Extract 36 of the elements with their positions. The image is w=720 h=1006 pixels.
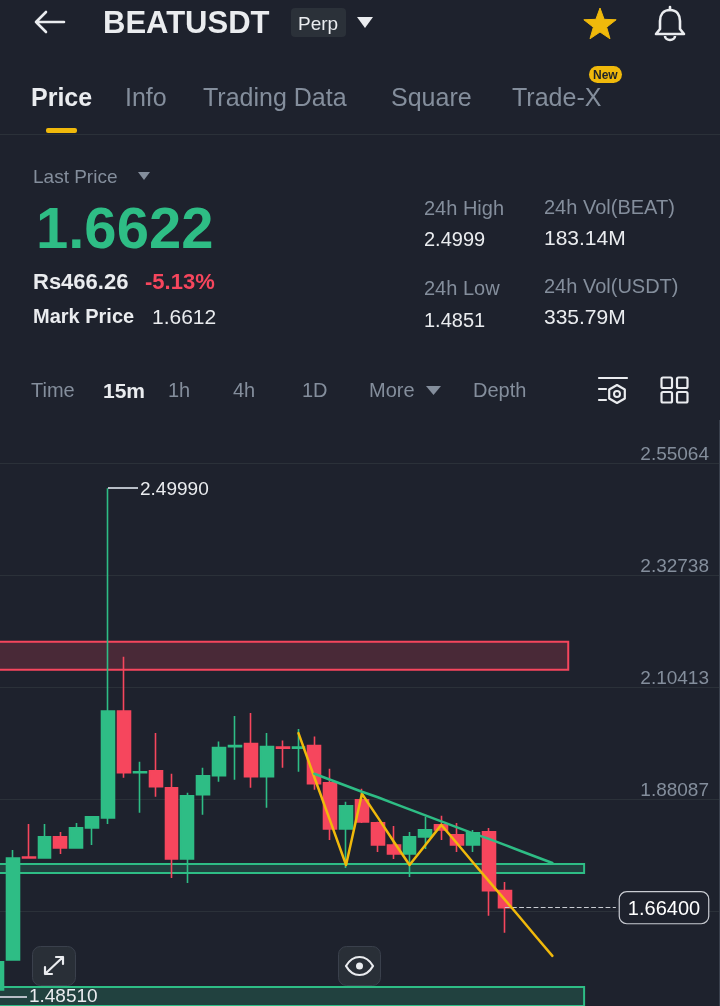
text: Info [125, 82, 167, 111]
ref-line-label: 1.66400 [627, 896, 701, 919]
y-tick-label: 2.32738 [640, 554, 709, 576]
text: New [593, 67, 618, 82]
text: 1h [168, 379, 191, 401]
y-tick-label: 2.10413 [640, 666, 709, 688]
text: Trade-X [512, 82, 602, 111]
text: Price [31, 82, 93, 111]
text: Square [391, 82, 472, 111]
text: Mark Price [33, 305, 135, 327]
text: 1.4851 [424, 309, 486, 331]
text: More [369, 379, 415, 401]
text: 24h Vol(USDT) [544, 275, 679, 297]
text: 24h Vol(BEAT) [544, 196, 675, 218]
text: 24h Low [424, 277, 500, 299]
text: Depth [473, 379, 527, 401]
text: Time [31, 379, 75, 401]
text: Trading Data [203, 82, 347, 111]
annotation: 2.49990 [140, 477, 209, 499]
text: 1.6612 [152, 304, 217, 328]
text: 1D [302, 379, 328, 401]
text: 183.14M [544, 225, 626, 249]
chart-title: BEATUSDT [103, 4, 270, 40]
text: Last Price [33, 165, 118, 187]
text: 2.4999 [424, 228, 486, 250]
y-tick-label: 2.55064 [640, 442, 710, 464]
text: Rs466.26 [33, 269, 129, 294]
text: 15m [103, 378, 146, 402]
annotation: 1.48510 [28, 984, 98, 1006]
text: Perp [298, 12, 339, 33]
text: -5.13% [145, 269, 215, 294]
y-tick-label: 1.88087 [640, 778, 709, 800]
text: 335.79M [544, 304, 626, 328]
text: 4h [233, 379, 256, 401]
text: 24h High [424, 197, 505, 219]
text: 1.6622 [36, 195, 214, 260]
